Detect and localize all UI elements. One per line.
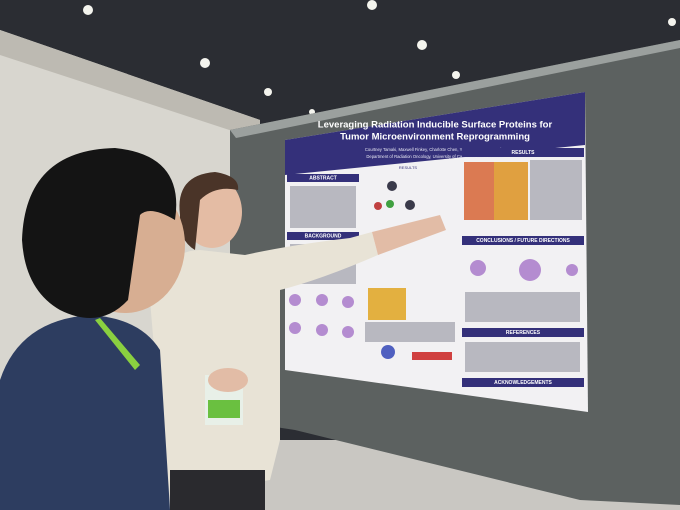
cell-cluster (342, 326, 354, 338)
light (452, 71, 460, 79)
pants (170, 470, 265, 510)
wall-trim (0, 30, 260, 140)
light (417, 40, 427, 50)
figure (412, 352, 452, 360)
text-block (365, 322, 455, 342)
section-header: ACKNOWLEDGEMENTS (494, 380, 552, 386)
lanyard (95, 318, 140, 370)
figure (368, 288, 406, 320)
presenter (150, 172, 446, 510)
poster-authors: Courtney Tamaki, Maxwell Finkey, Charlot… (365, 147, 506, 152)
light (264, 88, 272, 96)
text-block (290, 186, 356, 228)
text-block (465, 292, 580, 322)
section-header-bar (462, 236, 584, 245)
light (83, 5, 93, 15)
viewer (0, 148, 185, 510)
text-block (530, 160, 582, 220)
blue-shirt (0, 315, 170, 510)
poster-affiliation: Department of Radiation Oncology, Univer… (366, 154, 504, 159)
arm (372, 215, 446, 255)
cell-cluster (316, 324, 328, 336)
light (367, 0, 377, 10)
section-header: REFERENCES (506, 330, 541, 336)
light (200, 58, 210, 68)
section-header: BACKGROUND (305, 233, 342, 239)
cell-cluster (566, 264, 578, 276)
cell-cluster (289, 322, 301, 334)
section-header: RESULTS (399, 165, 417, 170)
board-frame (230, 40, 680, 138)
figure (405, 200, 415, 210)
section-header: RESULTS (512, 150, 536, 156)
figure (387, 181, 397, 191)
striped-shirt (150, 232, 378, 495)
figure (374, 202, 382, 210)
section-header: CONCLUSIONS / FUTURE DIRECTIONS (476, 238, 570, 244)
section-header-bar (462, 378, 584, 387)
ceiling-lights (83, 0, 676, 115)
text-block (465, 342, 580, 372)
section-header-bar (462, 328, 584, 337)
cell-cluster (342, 296, 354, 308)
hand (208, 368, 248, 392)
figure (381, 345, 395, 359)
heatmap (464, 162, 494, 220)
figure (386, 200, 394, 208)
section-header-bar (287, 174, 359, 182)
section-header-bar (462, 148, 584, 157)
poster-title: Leveraging Radiation Inducible Surface P… (318, 120, 553, 131)
cell-cluster (470, 260, 486, 276)
hair (179, 172, 239, 250)
poster-title: Tumor Microenvironment Reprogramming (340, 132, 530, 143)
badge (208, 400, 240, 418)
cell-cluster (519, 259, 541, 281)
light (668, 18, 676, 26)
poster-title-bar (285, 92, 585, 175)
cell-cluster (289, 294, 301, 306)
hair (22, 148, 177, 318)
section-header: ABSTRACT (309, 175, 337, 181)
cell-cluster (316, 294, 328, 306)
section-header-bar (287, 232, 359, 240)
